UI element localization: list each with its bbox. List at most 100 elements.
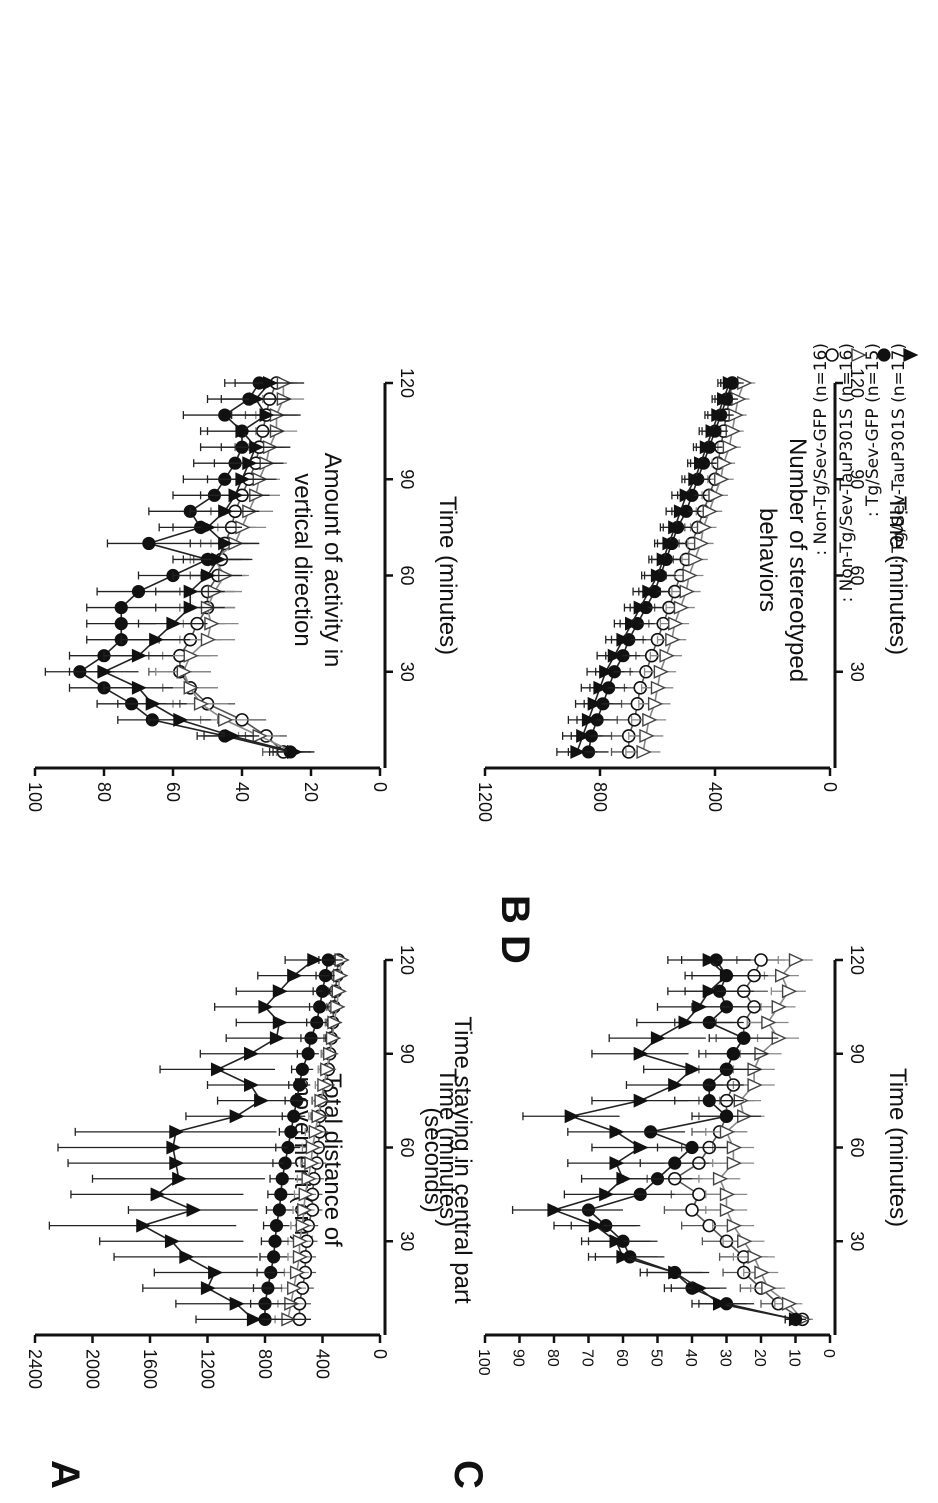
panel-c-data-point bbox=[712, 1296, 729, 1311]
panel-c-series-4-line bbox=[551, 959, 796, 1321]
panel-b-data-point bbox=[218, 504, 234, 519]
panel-b-series-3-line bbox=[78, 382, 291, 753]
panel-d-data-point bbox=[688, 552, 704, 567]
panel-a-data-point bbox=[267, 1250, 281, 1264]
legend-symbol-open-triangle bbox=[851, 347, 867, 363]
panel-c-data-point bbox=[685, 1203, 699, 1217]
panel-d-data-point bbox=[722, 376, 738, 390]
panel-b-x-tick-label: 120 bbox=[397, 368, 417, 398]
panel-a-data-point bbox=[307, 953, 323, 967]
panel-b-data-point bbox=[183, 600, 199, 615]
panel-c-data-point bbox=[547, 1203, 563, 1217]
panel-b-data-point bbox=[249, 440, 265, 455]
panel-d-data-point bbox=[682, 568, 698, 583]
panel-a-data-point bbox=[292, 1078, 307, 1092]
panel-d-data-point bbox=[673, 600, 690, 615]
panel-c-data-point bbox=[781, 984, 798, 999]
panel-d-series-4 bbox=[556, 376, 741, 759]
panel-b-data-point bbox=[166, 616, 182, 631]
panel-b-data-point bbox=[200, 568, 216, 583]
panel-letter-a: A bbox=[43, 1460, 87, 1489]
panel-c-data-point bbox=[609, 1156, 625, 1171]
panel-d-data-point bbox=[688, 472, 704, 487]
panel-a-data-point bbox=[301, 1047, 315, 1061]
panel-d-data-point bbox=[656, 552, 672, 567]
panel-b-data-point bbox=[131, 680, 147, 695]
panel-d-data-point bbox=[668, 520, 684, 535]
panel-d-data-point bbox=[659, 648, 675, 663]
panel-a-y-tick-label: 1600 bbox=[140, 1349, 160, 1389]
panel-c-data-point bbox=[712, 1171, 729, 1186]
panel-d-x-tick-label: 120 bbox=[847, 368, 867, 398]
panel-b-y-tick-label: 100 bbox=[25, 782, 45, 812]
panel-c-data-point bbox=[775, 968, 791, 983]
panel-a-data-point bbox=[327, 1015, 343, 1030]
panel-c-y-tick-label: 60 bbox=[613, 1349, 630, 1367]
panel-d-data-point bbox=[705, 424, 721, 439]
panel-b-y-tick-label: 0 bbox=[370, 782, 390, 792]
panel-a-data-point bbox=[179, 1249, 195, 1264]
panel-d-data-point bbox=[722, 440, 739, 455]
legend-item-label: : Tg/Sev-TauP301S (n=17) bbox=[889, 343, 909, 564]
panel-a-data-point bbox=[287, 1109, 301, 1123]
panel-c-data-point bbox=[564, 1109, 580, 1124]
panel-a-data-point bbox=[272, 1203, 286, 1217]
panel-c-y-tick-label: 70 bbox=[579, 1349, 596, 1367]
panel-a-data-point bbox=[172, 1171, 188, 1186]
panel-c-data-point bbox=[692, 1187, 706, 1202]
panel-d-data-point bbox=[714, 472, 730, 487]
panel-d-x-tick-label: 30 bbox=[847, 662, 867, 682]
panel-a-y-tick-label: 400 bbox=[313, 1349, 333, 1379]
panel-a-data-point bbox=[298, 1187, 314, 1202]
panel-b-chart: 0 20 40 60 80 100 30 60 90 120 Time (minutes) Amoun… bbox=[25, 368, 461, 812]
panel-b-series-1 bbox=[148, 376, 305, 759]
panel-b-data-point bbox=[149, 632, 165, 647]
panel-b-data-point bbox=[200, 520, 216, 535]
panel-b-data-point bbox=[97, 664, 113, 679]
panel-a-data-point bbox=[301, 1171, 317, 1186]
panel-d-data-point bbox=[699, 440, 715, 455]
legend-item-label: : Tg/Sev-GFP (n=15) bbox=[863, 343, 883, 517]
panel-c-data-point bbox=[737, 1234, 753, 1249]
panel-c-data-point bbox=[726, 1156, 743, 1171]
panel-a-x-axis-title: Time (minutes) bbox=[434, 1068, 461, 1227]
panel-a-x-tick-label: 60 bbox=[397, 1137, 417, 1157]
legend-symbol-open-circle bbox=[825, 348, 839, 362]
panel-c-x-tick-label: 90 bbox=[847, 1044, 867, 1064]
panel-d-data-point bbox=[642, 712, 658, 727]
panel-c-series-2-line bbox=[718, 959, 803, 1320]
panel-c-data-point bbox=[788, 1312, 804, 1327]
panel-a-data-point bbox=[254, 1093, 270, 1108]
panel-a-data-point bbox=[272, 984, 288, 999]
panel-a-data-point bbox=[295, 1062, 309, 1076]
panel-c-series-3 bbox=[553, 953, 806, 1326]
panel-c-data-point bbox=[761, 1015, 777, 1030]
panel-c-y-tick-label: 10 bbox=[786, 1349, 803, 1367]
panel-a-data-point bbox=[314, 1093, 330, 1108]
panel-b-data-point bbox=[200, 632, 217, 647]
panel-a-chart: 0 400 800 1200 1600 2000 2400 30 60 90 120 Time (mi… bbox=[25, 945, 461, 1389]
panel-b-data-point bbox=[263, 376, 279, 390]
panel-c-data-point bbox=[609, 1124, 625, 1139]
panel-a-data-point bbox=[305, 1140, 322, 1155]
panel-a-data-point bbox=[331, 984, 347, 999]
panel-d-data-point bbox=[679, 488, 695, 503]
panel-c-data-point bbox=[719, 1124, 736, 1139]
panel-a-data-point bbox=[311, 1109, 327, 1124]
panel-d-data-point bbox=[653, 664, 670, 679]
panel-a-y-tick-label: 0 bbox=[370, 1349, 390, 1359]
panel-b-data-point bbox=[218, 408, 232, 422]
panel-d-data-point bbox=[576, 728, 592, 743]
panel-b-data-point bbox=[225, 728, 241, 743]
panel-c-data-point bbox=[702, 1094, 716, 1108]
panel-d-series-2-line bbox=[642, 382, 745, 753]
panel-b-y-axis-title-line2: vertical direction bbox=[289, 473, 316, 646]
panel-a-y-tick-label: 800 bbox=[255, 1349, 275, 1379]
panel-c-x-tick-label: 30 bbox=[847, 1231, 867, 1251]
panel-a-data-point bbox=[244, 1078, 260, 1092]
legend-symbol-filled-circle bbox=[877, 348, 891, 362]
panel-c-data-point bbox=[702, 953, 718, 967]
panel-letter-c: C bbox=[446, 1460, 490, 1489]
panel-b-data-point bbox=[228, 488, 244, 503]
panel-c-data-point bbox=[588, 1218, 604, 1233]
